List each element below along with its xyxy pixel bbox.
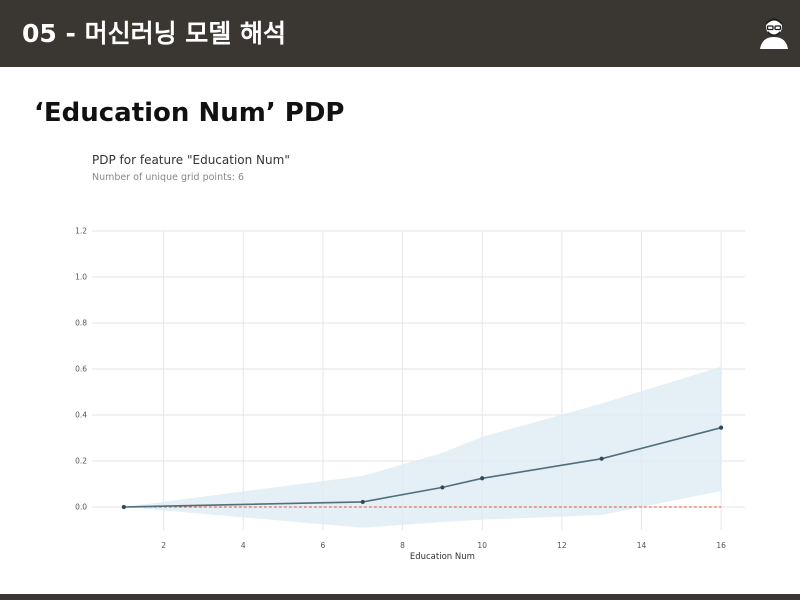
pdp-point — [599, 456, 604, 461]
pdp-point — [480, 476, 485, 481]
x-tick-label: 14 — [637, 541, 647, 550]
y-tick-label: 1.0 — [75, 273, 87, 282]
y-tick-label: 1.2 — [75, 227, 87, 236]
person-avatar-icon — [756, 14, 792, 50]
x-tick-label: 8 — [400, 541, 405, 550]
x-tick-label: 16 — [716, 541, 726, 550]
slide-title: ‘Education Num’ PDP — [34, 98, 345, 128]
y-tick-label: 0.8 — [75, 319, 87, 328]
pdp-point — [440, 485, 445, 490]
y-tick-label: 0.2 — [75, 457, 87, 466]
y-tick-label: 0.0 — [75, 503, 87, 512]
chart-subtitle: Number of unique grid points: 6 — [92, 172, 245, 183]
confidence-band — [123, 366, 722, 528]
x-tick-label: 4 — [241, 541, 246, 550]
x-tick-label: 6 — [321, 541, 326, 550]
x-tick-label: 10 — [477, 541, 487, 550]
y-tick-label: 0.4 — [75, 411, 87, 420]
pdp-point — [121, 504, 126, 510]
header-title: 05 - 머신러닝 모델 해석 — [22, 19, 286, 48]
y-tick-label: 0.6 — [75, 365, 87, 374]
header-bar: 05 - 머신러닝 모델 해석 — [0, 0, 800, 67]
x-axis-label: Education Num — [410, 552, 475, 562]
pdp-point — [719, 425, 724, 430]
x-tick-label: 12 — [557, 541, 567, 550]
pdp-line — [123, 426, 722, 508]
footer-bar — [0, 594, 800, 600]
pdp-point — [360, 499, 365, 505]
chart-title: PDP for feature "Education Num" — [92, 153, 290, 167]
x-tick-label: 2 — [161, 541, 166, 550]
